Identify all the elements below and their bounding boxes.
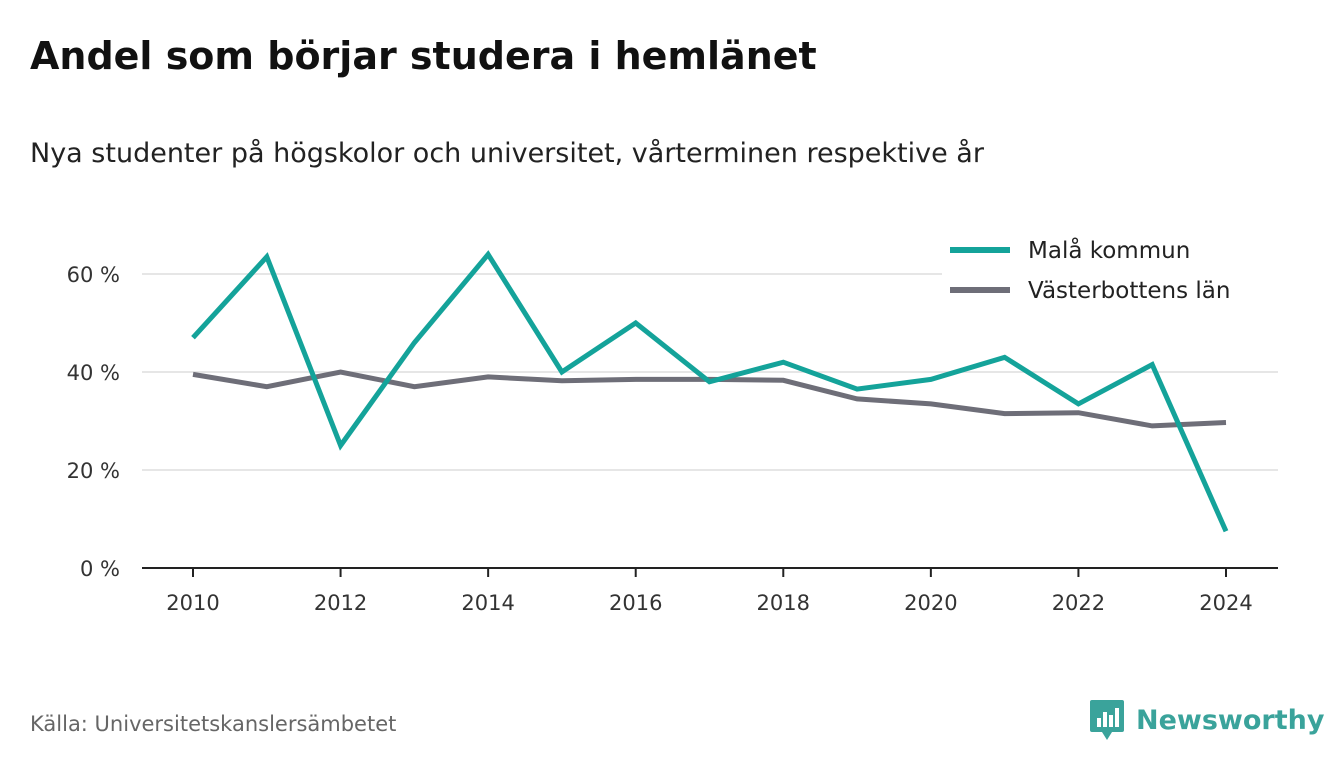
x-tick-label: 2022 bbox=[1052, 591, 1105, 615]
source-note: Källa: Universitetskanslersämbetet bbox=[30, 712, 397, 736]
x-tick-label: 2010 bbox=[166, 591, 219, 615]
series-lines bbox=[191, 250, 1229, 533]
y-tick-label: 20 % bbox=[67, 459, 120, 483]
y-tick-label: 60 % bbox=[67, 263, 120, 287]
legend-item-mala-label: Malå kommun bbox=[1028, 236, 1190, 264]
series-line-mala bbox=[191, 250, 1229, 533]
x-tick-label: 2024 bbox=[1199, 591, 1252, 615]
x-tick-label: 2012 bbox=[314, 591, 367, 615]
y-axis-ticks: 0 % 20 % 40 % 60 % bbox=[67, 263, 120, 581]
y-tick-label: 0 % bbox=[80, 557, 120, 581]
y-tick-label: 40 % bbox=[67, 361, 120, 385]
x-tick-label: 2016 bbox=[609, 591, 662, 615]
x-tick-label: 2018 bbox=[757, 591, 810, 615]
line-chart: 0 % 20 % 40 % 60 % 2010 2012 2014 2016 2018 2020… bbox=[66, 228, 1280, 615]
legend-background bbox=[942, 228, 1280, 312]
legend: Malå kommun Västerbottens län bbox=[942, 228, 1280, 312]
newsworthy-logo-text: Newsworthy bbox=[1136, 704, 1325, 736]
x-tick-label: 2020 bbox=[904, 591, 957, 615]
x-tick-label: 2014 bbox=[461, 591, 514, 615]
x-axis-ticks: 2010 2012 2014 2016 2018 2020 2022 2024 bbox=[142, 567, 1278, 615]
newsworthy-logo: Newsworthy bbox=[1088, 698, 1324, 742]
newsworthy-logo-icon bbox=[1090, 700, 1124, 740]
chart-title: Andel som börjar studera i hemlänet bbox=[30, 34, 817, 78]
chart-subtitle: Nya studenter på högskolor och universit… bbox=[30, 138, 984, 169]
legend-item-vasterbotten-label: Västerbottens län bbox=[1028, 278, 1230, 304]
